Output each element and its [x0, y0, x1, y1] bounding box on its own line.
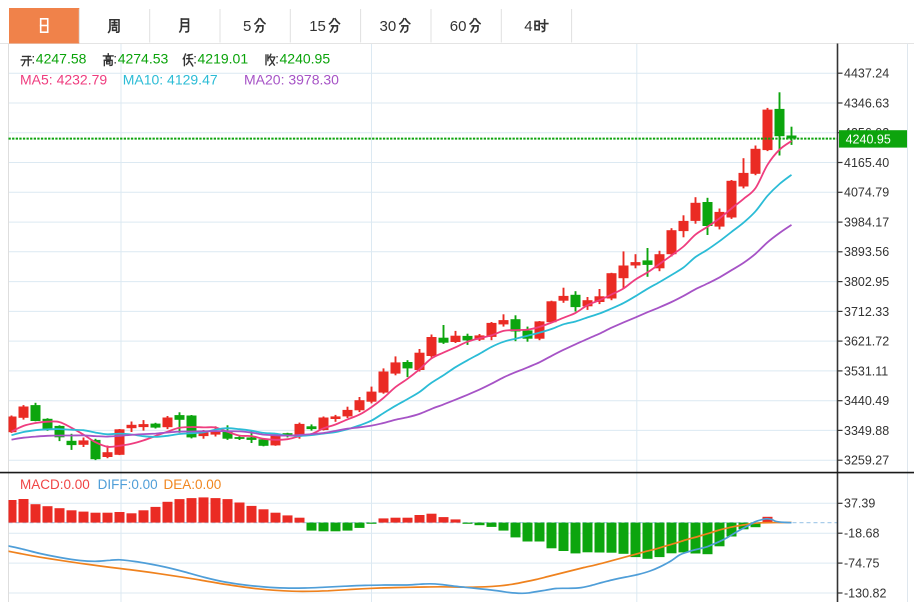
svg-text:3984.17: 3984.17: [844, 216, 889, 230]
svg-text:DIFF:0.00: DIFF:0.00: [98, 477, 158, 492]
svg-text::: :: [113, 50, 117, 66]
svg-text:4240.95: 4240.95: [846, 132, 891, 146]
svg-text:4219.01: 4219.01: [198, 50, 249, 66]
svg-text:4437.24: 4437.24: [844, 67, 889, 81]
svg-text:3621.72: 3621.72: [844, 335, 889, 349]
svg-text:3802.95: 3802.95: [844, 275, 889, 289]
svg-text:4: 4: [524, 18, 532, 35]
svg-text:3893.56: 3893.56: [844, 245, 889, 259]
svg-text:-130.82: -130.82: [844, 586, 886, 600]
svg-text:4274.53: 4274.53: [118, 50, 169, 66]
svg-text:15: 15: [309, 18, 326, 35]
svg-text:3349.88: 3349.88: [844, 424, 889, 438]
svg-text:3531.11: 3531.11: [844, 364, 888, 378]
svg-text:MA10: 4129.47: MA10: 4129.47: [123, 71, 218, 87]
svg-text::: :: [193, 50, 197, 66]
svg-text:5: 5: [243, 18, 251, 35]
svg-text:MA20: 3978.30: MA20: 3978.30: [244, 71, 339, 87]
svg-text:MA5: 4232.79: MA5: 4232.79: [20, 71, 107, 87]
svg-text:4240.95: 4240.95: [280, 50, 331, 66]
svg-text:4074.79: 4074.79: [844, 186, 889, 200]
svg-text:30: 30: [380, 18, 397, 35]
svg-text:-74.75: -74.75: [844, 557, 879, 571]
svg-text:60: 60: [450, 18, 467, 35]
svg-text:3259.27: 3259.27: [844, 454, 889, 468]
svg-text::: :: [31, 50, 35, 66]
svg-text:3440.49: 3440.49: [844, 394, 889, 408]
svg-text:4165.40: 4165.40: [844, 156, 889, 170]
svg-text:4346.63: 4346.63: [844, 96, 889, 110]
svg-text:4247.58: 4247.58: [36, 50, 87, 66]
svg-text:-18.68: -18.68: [844, 527, 879, 541]
svg-text:37.39: 37.39: [844, 497, 875, 511]
svg-text:DEA:0.00: DEA:0.00: [164, 477, 222, 492]
svg-text:3712.33: 3712.33: [844, 305, 889, 319]
svg-text:MACD:0.00: MACD:0.00: [20, 477, 90, 492]
svg-text::: :: [275, 50, 279, 66]
